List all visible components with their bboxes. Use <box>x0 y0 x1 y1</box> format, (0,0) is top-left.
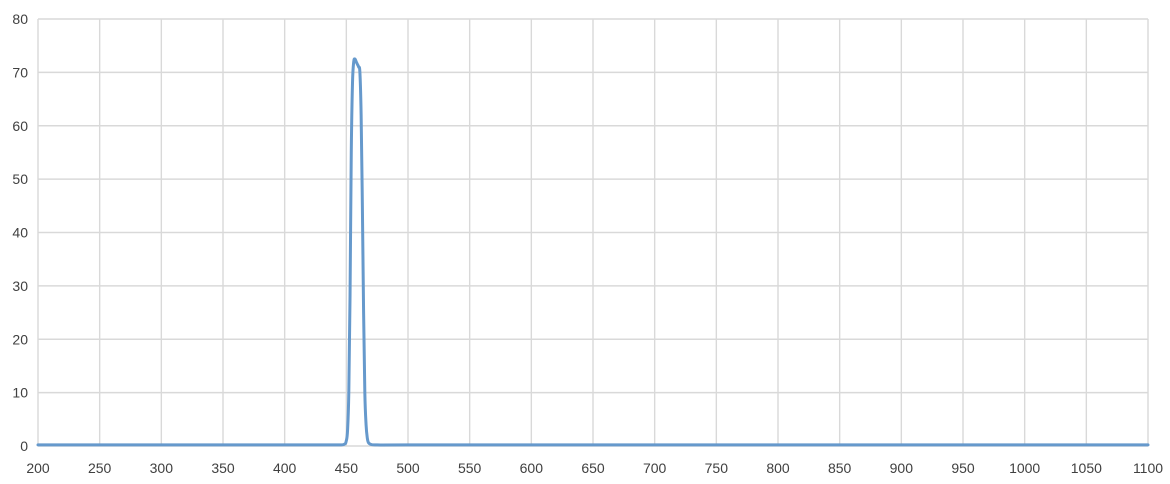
x-tick-label: 1100 <box>1133 460 1163 476</box>
y-tick-label: 30 <box>12 278 28 294</box>
x-tick-label: 200 <box>26 460 50 476</box>
y-tick-label: 40 <box>12 225 28 241</box>
x-tick-label: 700 <box>643 460 667 476</box>
x-tick-label: 750 <box>705 460 729 476</box>
x-tick-label: 1050 <box>1071 460 1102 476</box>
x-tick-label: 900 <box>890 460 914 476</box>
x-tick-label: 1000 <box>1009 460 1040 476</box>
y-tick-label: 10 <box>12 385 28 401</box>
y-tick-label: 80 <box>12 11 28 27</box>
x-tick-label: 800 <box>766 460 790 476</box>
y-tick-label: 50 <box>12 171 28 187</box>
x-tick-label: 500 <box>396 460 420 476</box>
y-tick-label: 70 <box>12 64 28 80</box>
x-tick-label: 650 <box>581 460 605 476</box>
x-tick-label: 450 <box>335 460 359 476</box>
series-layer <box>36 57 1150 447</box>
x-tick-label: 950 <box>951 460 975 476</box>
x-tick-label: 850 <box>828 460 852 476</box>
x-tick-label: 550 <box>458 460 482 476</box>
x-tick-label: 400 <box>273 460 297 476</box>
y-tick-label: 0 <box>20 438 28 454</box>
y-tick-label: 60 <box>12 118 28 134</box>
series-line <box>36 57 1150 447</box>
y-tick-label: 20 <box>12 331 28 347</box>
x-tick-label: 350 <box>211 460 235 476</box>
x-tick-label: 600 <box>520 460 544 476</box>
tick-labels: 0 10 20 30 40 50 60 70 80 200 250 300 350 400 450 500 55… <box>12 11 1163 476</box>
x-tick-label: 250 <box>88 460 112 476</box>
x-tick-label: 300 <box>150 460 174 476</box>
grid <box>37 18 1149 446</box>
